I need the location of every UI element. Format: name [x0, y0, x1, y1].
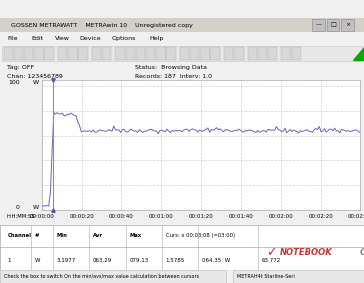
Bar	[327, 20, 339, 31]
Text: 100: 100	[8, 80, 20, 85]
Bar	[341, 20, 354, 31]
Text: 0: 0	[16, 205, 20, 210]
Bar	[136, 47, 145, 60]
Text: Check the box to switch On the min/avs/max value calculation between cursors: Check the box to switch On the min/avs/m…	[4, 274, 199, 279]
Text: View: View	[55, 36, 70, 41]
Text: 064.35  W: 064.35 W	[202, 258, 230, 263]
Bar	[281, 47, 291, 60]
Text: 1: 1	[7, 258, 11, 263]
Text: 00:00:40: 00:00:40	[109, 213, 134, 218]
Bar	[156, 47, 166, 60]
Text: Tag: OFF: Tag: OFF	[7, 65, 35, 70]
Text: Help: Help	[149, 36, 163, 41]
Text: ×: ×	[345, 23, 350, 27]
Bar	[68, 47, 78, 60]
Text: METRAH4t Starline-Seri: METRAH4t Starline-Seri	[237, 274, 294, 279]
Bar	[248, 47, 257, 60]
Bar	[115, 47, 125, 60]
Text: CHECK: CHECK	[360, 248, 364, 258]
Text: 63.772: 63.772	[262, 258, 281, 263]
Bar	[234, 47, 244, 60]
Text: 079.13: 079.13	[129, 258, 149, 263]
Text: Status:  Browsing Data: Status: Browsing Data	[135, 65, 207, 70]
Bar	[233, 270, 364, 283]
Bar	[24, 47, 33, 60]
Text: Min: Min	[56, 233, 67, 238]
Text: —: —	[315, 23, 322, 27]
Text: 00:01:40: 00:01:40	[229, 213, 253, 218]
Text: 3.1977: 3.1977	[56, 258, 76, 263]
Text: 00:02:20: 00:02:20	[308, 213, 333, 218]
Text: W: W	[32, 80, 39, 85]
Bar	[4, 47, 13, 60]
Text: 1.5785: 1.5785	[166, 258, 185, 263]
Bar	[292, 47, 301, 60]
Text: NOTEBOOK: NOTEBOOK	[280, 248, 333, 258]
Text: □: □	[330, 23, 336, 27]
Bar	[34, 47, 44, 60]
Text: File: File	[7, 36, 18, 41]
Bar	[268, 47, 277, 60]
Bar	[44, 47, 54, 60]
Text: Records: 187  Interv: 1.0: Records: 187 Interv: 1.0	[135, 74, 212, 79]
Text: Avr: Avr	[93, 233, 103, 238]
Text: 00:02:40: 00:02:40	[348, 213, 364, 218]
Text: ✓: ✓	[266, 246, 276, 260]
Bar	[58, 47, 67, 60]
Bar	[92, 47, 101, 60]
Bar	[146, 47, 155, 60]
Bar	[14, 47, 23, 60]
Text: 00:00:00: 00:00:00	[29, 213, 54, 218]
Bar	[224, 47, 233, 60]
Text: Options: Options	[112, 36, 136, 41]
Bar	[102, 47, 111, 60]
Text: Edit: Edit	[31, 36, 43, 41]
Text: Channel: Channel	[7, 233, 31, 238]
Bar	[200, 47, 210, 60]
Text: Max: Max	[129, 233, 141, 238]
Text: #: #	[35, 233, 39, 238]
Text: H:H:MM:SS: H:H:MM:SS	[7, 213, 35, 218]
Text: Device: Device	[79, 36, 101, 41]
Bar	[126, 47, 135, 60]
Text: 063.29: 063.29	[93, 258, 112, 263]
Bar	[258, 47, 267, 60]
Bar	[78, 47, 88, 60]
Polygon shape	[353, 47, 364, 60]
Text: 00:00:20: 00:00:20	[69, 213, 94, 218]
Bar	[312, 20, 325, 31]
Text: Curs: x 00:03:08 (=03:00): Curs: x 00:03:08 (=03:00)	[166, 233, 235, 238]
Text: GOSSEN METRAWATT    METRAwin 10    Unregistered copy: GOSSEN METRAWATT METRAwin 10 Unregistere…	[11, 23, 193, 27]
Bar	[166, 47, 176, 60]
Bar	[0, 270, 226, 283]
Text: Chan: 123456789: Chan: 123456789	[7, 74, 63, 79]
Text: W: W	[35, 258, 40, 263]
Bar	[180, 47, 189, 60]
Text: 00:01:00: 00:01:00	[149, 213, 174, 218]
Text: 00:01:20: 00:01:20	[189, 213, 213, 218]
Text: 00:02:00: 00:02:00	[268, 213, 293, 218]
Bar	[190, 47, 199, 60]
Text: W: W	[32, 205, 39, 210]
Bar	[210, 47, 220, 60]
